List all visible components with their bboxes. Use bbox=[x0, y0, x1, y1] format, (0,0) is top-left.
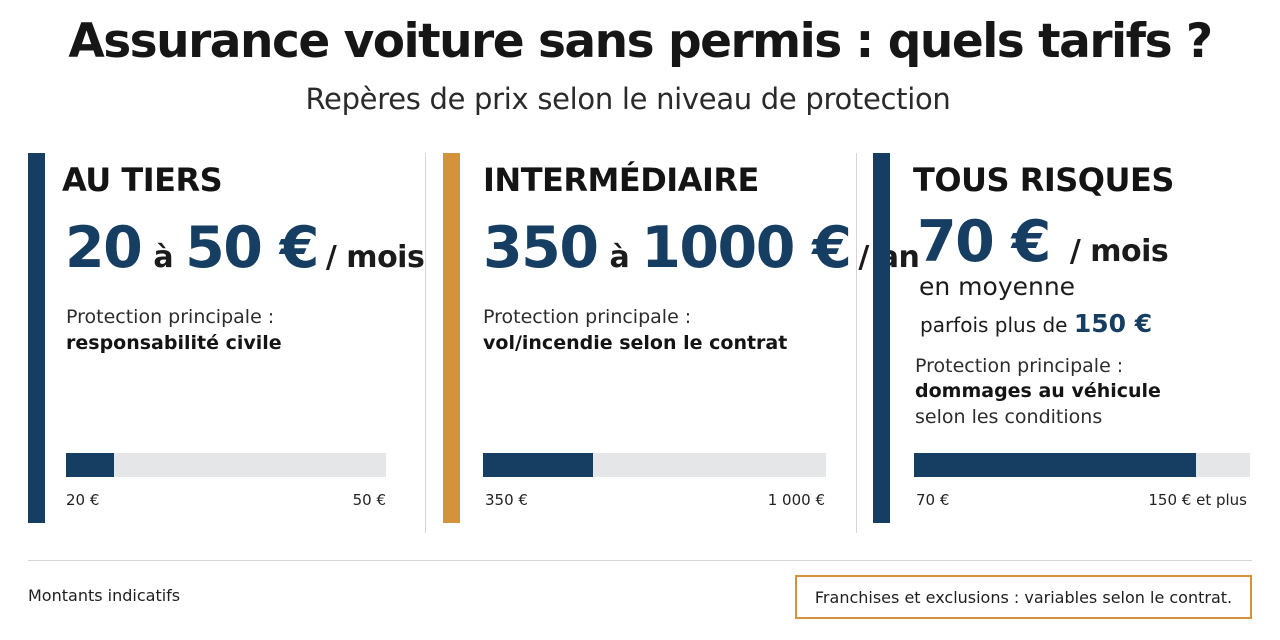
page-subtitle: Repères de prix selon le niveau de prote… bbox=[305, 82, 951, 116]
range-max-label: 150 € et plus bbox=[1148, 491, 1247, 509]
boxed-footnote: Franchises et exclusions : variables sel… bbox=[795, 575, 1252, 619]
range-min-label: 70 € bbox=[916, 491, 950, 509]
card-intermediaire: INTERMÉDIAIRE 350 à 1000 € / an Protection … bbox=[443, 153, 920, 523]
card-price: 350 à 1000 € / an bbox=[483, 215, 920, 281]
card-heading: INTERMÉDIAIRE bbox=[483, 161, 759, 199]
price-main: 70 € bbox=[917, 209, 1051, 275]
sometimes-value: 150 € bbox=[1073, 309, 1153, 338]
price-from: 20 bbox=[65, 215, 143, 281]
card-tous-risques: TOUS RISQUES 70 € / mois en moyenne parfo… bbox=[873, 153, 1253, 523]
range-min-label: 350 € bbox=[485, 491, 528, 509]
price-from: 350 bbox=[483, 215, 599, 281]
card-price: 70 € / mois bbox=[917, 209, 1169, 275]
footnote: Montants indicatifs bbox=[28, 586, 181, 605]
range-min-label: 20 € bbox=[66, 491, 100, 509]
price-unit: / mois bbox=[1069, 234, 1169, 269]
sometimes-label: parfois plus de bbox=[920, 313, 1068, 337]
footer-divider bbox=[28, 560, 1252, 561]
price-range-bar bbox=[483, 453, 826, 477]
protection-extra: selon les conditions bbox=[915, 406, 1103, 428]
range-max-label: 50 € bbox=[352, 491, 386, 509]
column-divider bbox=[425, 153, 426, 533]
card-accent-bar bbox=[443, 153, 460, 523]
column-divider bbox=[856, 153, 857, 533]
protection-value: responsabilité civile bbox=[66, 332, 282, 354]
price-range-bar bbox=[914, 453, 1250, 477]
price-separator: à bbox=[609, 240, 630, 275]
price-unit: / mois bbox=[325, 240, 425, 275]
page-title: Assurance voiture sans permis : quels ta… bbox=[68, 14, 1213, 69]
protection-label: Protection principale : bbox=[483, 306, 692, 328]
protection-value: vol/incendie selon le contrat bbox=[483, 332, 788, 354]
price-range-bar bbox=[66, 453, 386, 477]
card-price: 20 à 50 € / mois bbox=[65, 215, 425, 281]
card-accent-bar bbox=[873, 153, 890, 523]
sometimes-line: parfois plus de 150 € bbox=[920, 309, 1152, 338]
price-separator: à bbox=[153, 240, 174, 275]
price-to: 50 € bbox=[185, 215, 319, 281]
card-heading: AU TIERS bbox=[62, 161, 223, 199]
price-range-fill bbox=[483, 453, 593, 477]
price-range-fill bbox=[66, 453, 114, 477]
average-label: en moyenne bbox=[919, 272, 1076, 301]
protection-label: Protection principale : bbox=[915, 355, 1124, 377]
card-heading: TOUS RISQUES bbox=[913, 161, 1174, 199]
card-accent-bar bbox=[28, 153, 45, 523]
card-au-tiers: AU TIERS 20 à 50 € / mois Protection princi… bbox=[28, 153, 425, 523]
price-range-fill bbox=[914, 453, 1197, 477]
protection-value: dommages au véhicule bbox=[915, 380, 1161, 402]
range-max-label: 1 000 € bbox=[767, 491, 825, 509]
protection-label: Protection principale : bbox=[66, 306, 275, 328]
price-to: 1000 € bbox=[641, 215, 852, 281]
